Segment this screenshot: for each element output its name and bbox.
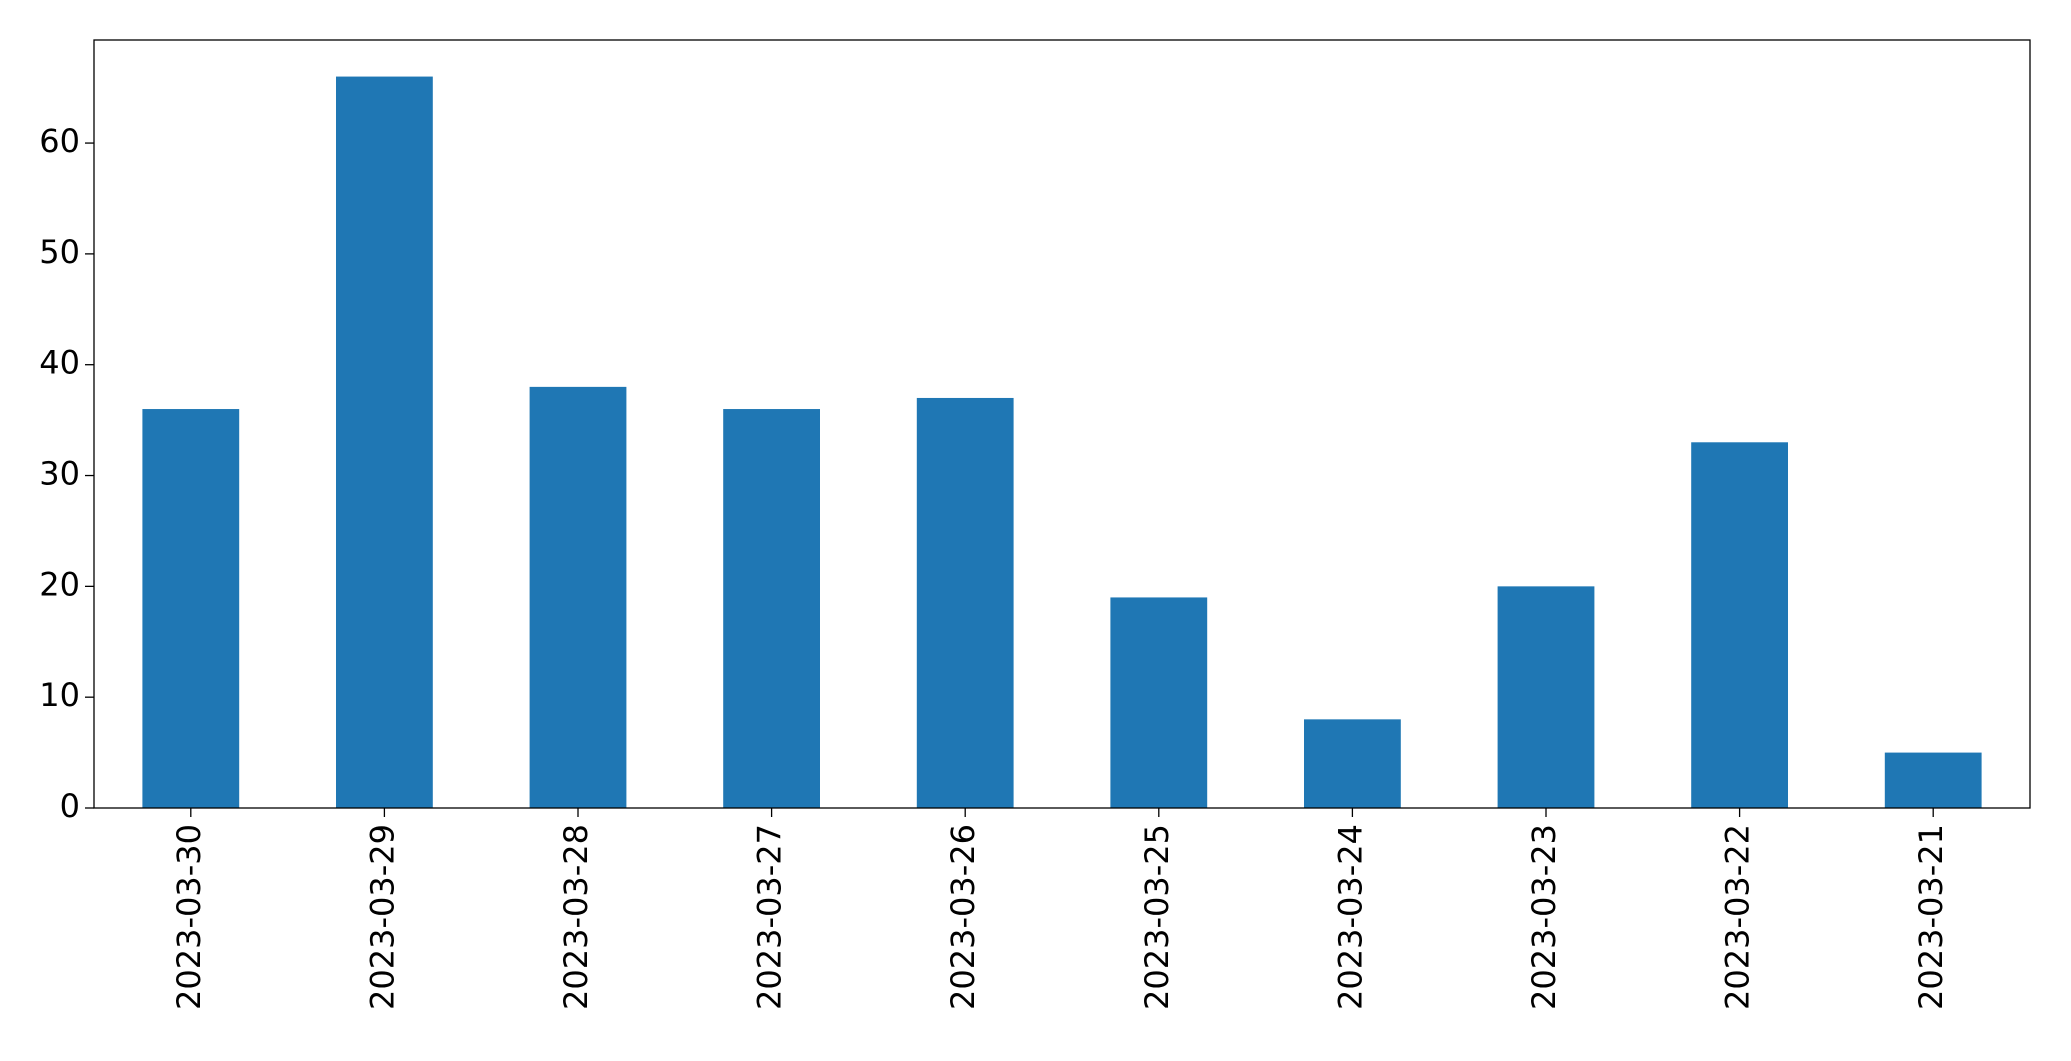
bar bbox=[529, 386, 627, 808]
bar bbox=[916, 397, 1014, 808]
x-tick-label: 2023-03-25 bbox=[1138, 824, 1176, 1010]
x-tick-label: 2023-03-21 bbox=[1912, 824, 1950, 1010]
bar bbox=[1497, 586, 1595, 808]
bar bbox=[1691, 442, 1788, 808]
x-tick-label: 2023-03-30 bbox=[170, 824, 208, 1010]
x-tick-label: 2023-03-29 bbox=[363, 824, 401, 1010]
x-tick-label: 2023-03-23 bbox=[1525, 824, 1563, 1010]
bar bbox=[1110, 597, 1208, 808]
y-tick-label: 10 bbox=[39, 676, 80, 714]
bar bbox=[1304, 719, 1401, 808]
x-tick-label: 2023-03-26 bbox=[944, 824, 982, 1010]
x-tick-label: 2023-03-24 bbox=[1331, 824, 1369, 1010]
y-tick-label: 20 bbox=[39, 565, 80, 603]
y-tick-label: 30 bbox=[39, 455, 80, 493]
bar bbox=[336, 76, 433, 809]
plot-frame bbox=[93, 39, 2031, 809]
y-tick-label: 60 bbox=[39, 122, 80, 160]
bar bbox=[723, 409, 820, 808]
x-tick-label: 2023-03-27 bbox=[751, 824, 789, 1010]
bar bbox=[1884, 752, 1982, 808]
x-tick-label: 2023-03-28 bbox=[557, 824, 595, 1010]
x-tick-label: 2023-03-22 bbox=[1719, 824, 1757, 1010]
y-tick-label: 0 bbox=[60, 787, 80, 825]
bar bbox=[142, 409, 240, 808]
y-tick-label: 50 bbox=[39, 233, 80, 271]
y-tick-label: 40 bbox=[39, 344, 80, 382]
